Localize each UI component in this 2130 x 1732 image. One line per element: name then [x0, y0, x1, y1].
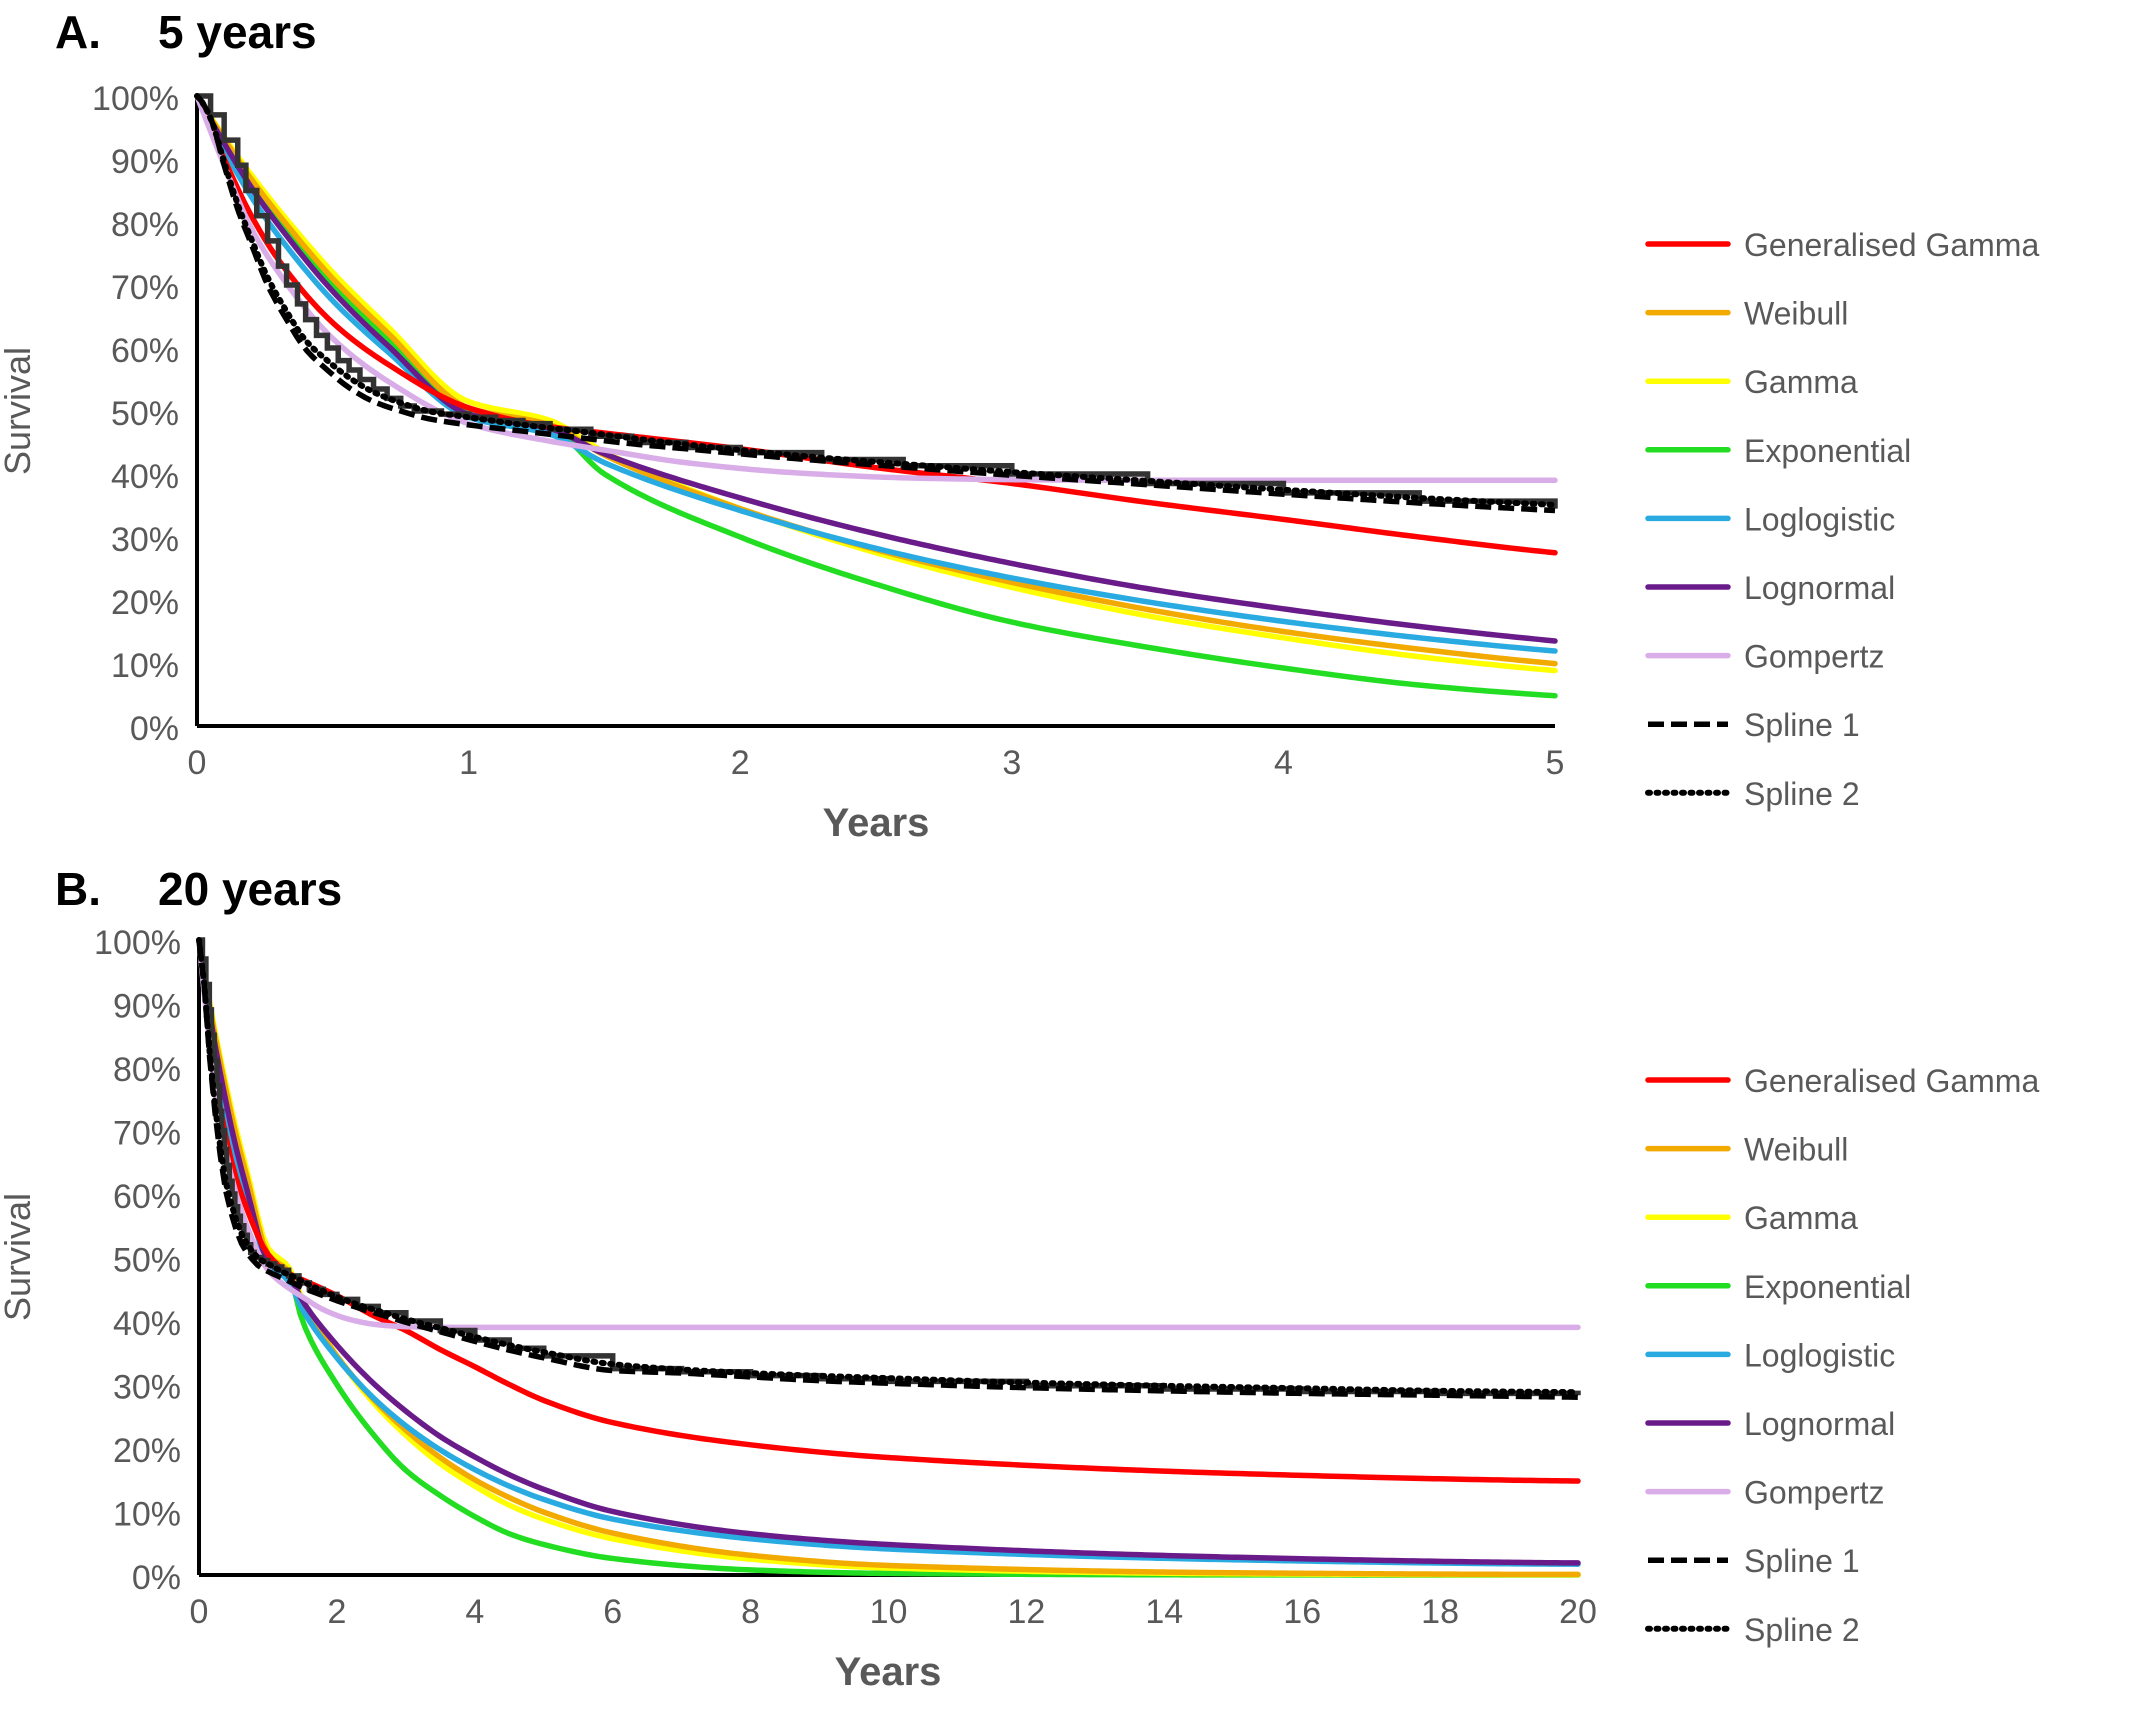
svg-text:Survival: Survival [0, 347, 38, 475]
svg-text:Spline 2: Spline 2 [1744, 776, 1860, 812]
svg-text:6: 6 [603, 1593, 622, 1631]
svg-text:Generalised Gamma: Generalised Gamma [1744, 1063, 2039, 1099]
svg-text:30%: 30% [113, 1369, 181, 1407]
svg-text:100%: 100% [92, 80, 179, 118]
svg-text:Weibull: Weibull [1744, 1132, 1848, 1168]
svg-text:90%: 90% [113, 988, 181, 1026]
svg-text:Years: Years [835, 1650, 942, 1694]
svg-text:Years: Years [823, 801, 930, 845]
svg-text:Gamma: Gamma [1744, 1200, 1858, 1236]
svg-text:5 years: 5 years [158, 6, 317, 58]
svg-text:0%: 0% [132, 1559, 181, 1597]
svg-text:12: 12 [1007, 1593, 1045, 1631]
svg-text:20%: 20% [111, 584, 179, 622]
svg-text:50%: 50% [111, 395, 179, 433]
svg-text:18: 18 [1421, 1593, 1459, 1631]
svg-text:0%: 0% [130, 710, 179, 748]
svg-text:Gompertz: Gompertz [1744, 639, 1884, 675]
svg-text:Lognormal: Lognormal [1744, 1406, 1895, 1442]
svg-text:14: 14 [1145, 1593, 1183, 1631]
svg-text:20: 20 [1559, 1593, 1597, 1631]
svg-text:10%: 10% [113, 1496, 181, 1534]
svg-text:Loglogistic: Loglogistic [1744, 1337, 1895, 1373]
svg-text:Spline 1: Spline 1 [1744, 1543, 1860, 1579]
svg-text:8: 8 [741, 1593, 760, 1631]
svg-text:20%: 20% [113, 1432, 181, 1470]
svg-text:4: 4 [1274, 744, 1293, 782]
svg-text:Weibull: Weibull [1744, 296, 1848, 332]
svg-text:70%: 70% [113, 1115, 181, 1153]
svg-text:10%: 10% [111, 647, 179, 685]
svg-text:40%: 40% [113, 1305, 181, 1343]
svg-text:1: 1 [459, 744, 478, 782]
svg-text:Gompertz: Gompertz [1744, 1475, 1884, 1511]
svg-text:2: 2 [327, 1593, 346, 1631]
svg-text:20 years: 20 years [158, 863, 342, 915]
svg-text:100%: 100% [94, 924, 181, 962]
svg-text:Exponential: Exponential [1744, 1269, 1911, 1305]
svg-text:5: 5 [1546, 744, 1565, 782]
svg-text:50%: 50% [113, 1242, 181, 1280]
svg-text:70%: 70% [111, 269, 179, 307]
svg-text:60%: 60% [113, 1178, 181, 1216]
svg-text:Generalised Gamma: Generalised Gamma [1744, 227, 2039, 263]
svg-text:3: 3 [1002, 744, 1021, 782]
svg-text:80%: 80% [111, 206, 179, 244]
svg-text:0: 0 [190, 1593, 209, 1631]
svg-text:A.: A. [55, 6, 101, 58]
svg-text:Lognormal: Lognormal [1744, 570, 1895, 606]
svg-text:90%: 90% [111, 143, 179, 181]
svg-text:0: 0 [188, 744, 207, 782]
svg-text:B.: B. [55, 863, 101, 915]
svg-text:80%: 80% [113, 1051, 181, 1089]
svg-text:Exponential: Exponential [1744, 433, 1911, 469]
svg-text:Survival: Survival [0, 1193, 38, 1321]
svg-text:10: 10 [870, 1593, 908, 1631]
svg-text:Spline 1: Spline 1 [1744, 707, 1860, 743]
svg-text:4: 4 [465, 1593, 484, 1631]
svg-text:16: 16 [1283, 1593, 1321, 1631]
svg-text:30%: 30% [111, 521, 179, 559]
svg-text:Spline 2: Spline 2 [1744, 1612, 1860, 1648]
svg-text:Gamma: Gamma [1744, 364, 1858, 400]
svg-text:Loglogistic: Loglogistic [1744, 501, 1895, 537]
svg-text:2: 2 [731, 744, 750, 782]
svg-text:60%: 60% [111, 332, 179, 370]
svg-text:40%: 40% [111, 458, 179, 496]
